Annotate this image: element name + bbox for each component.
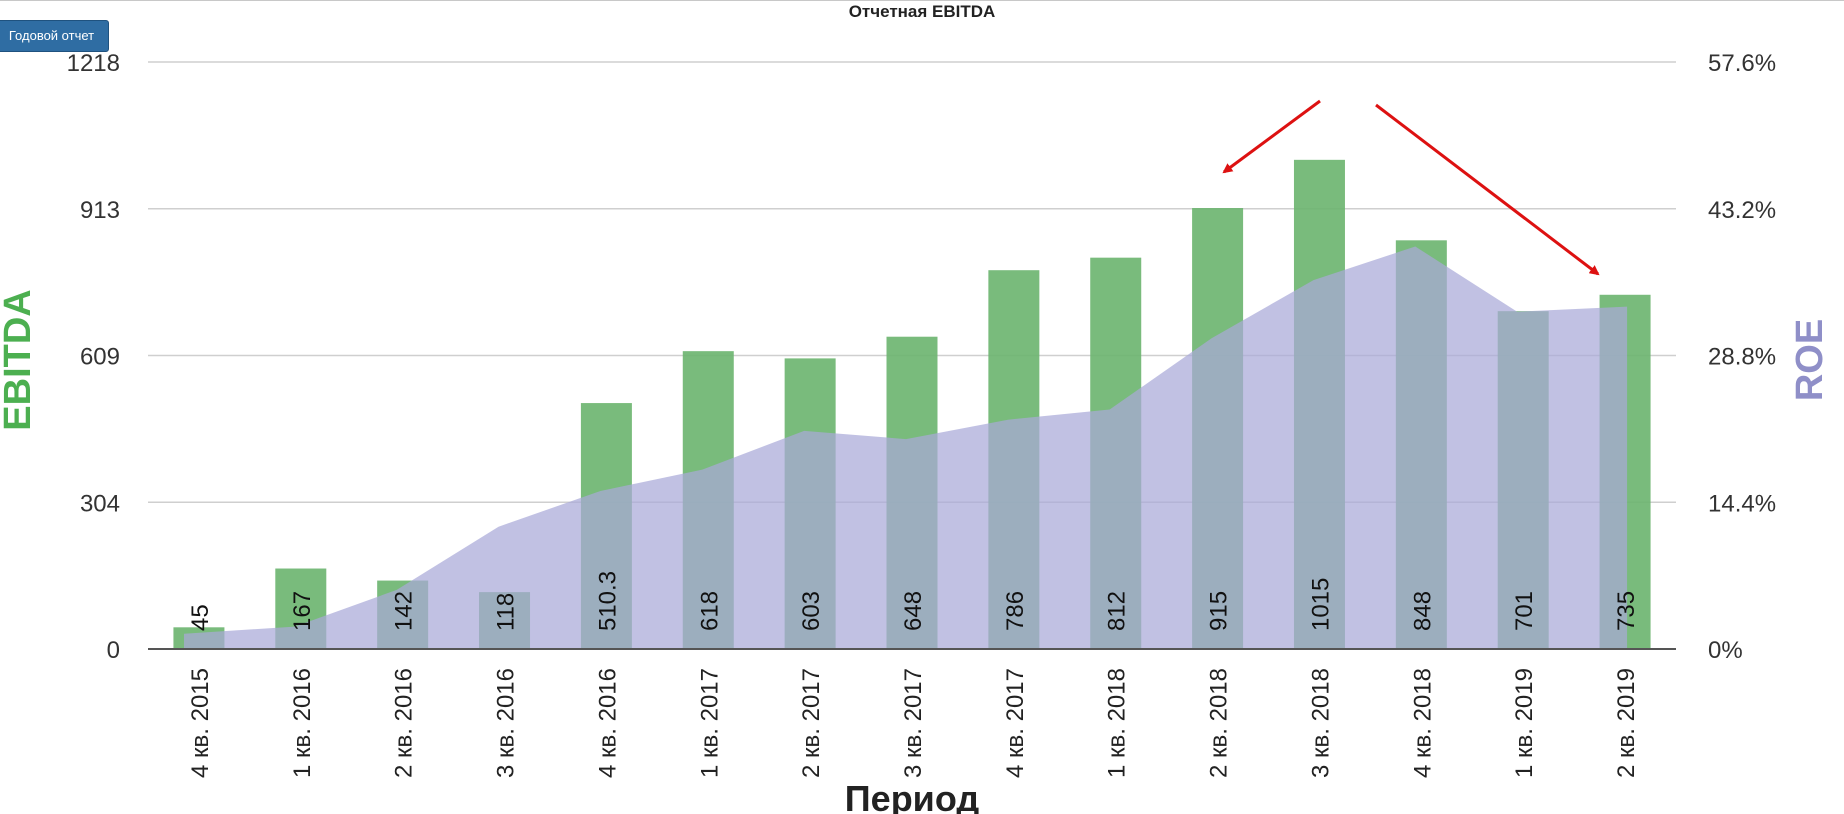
y-tick-label: 609 <box>80 344 120 371</box>
data-label-10: 812 <box>1104 591 1131 631</box>
x-tick-label: 3 кв. 2016 <box>493 668 520 778</box>
y2-tick-label: 57.6% <box>1708 50 1776 77</box>
data-labels: 45 167 142 118 510.3 618 603 648 786 812 915 1015 84… <box>187 571 1640 631</box>
y-axis-label-ebitda: EBITDA <box>0 289 39 430</box>
data-label-11: 915 <box>1206 591 1233 631</box>
red-arrow-left <box>1222 99 1321 174</box>
x-tick-label: 4 кв. 2015 <box>187 668 214 778</box>
data-label-3: 142 <box>391 591 418 631</box>
red-arrow-right <box>1375 103 1600 276</box>
data-label-2: 167 <box>289 591 316 631</box>
y-tick-label: 304 <box>80 490 120 517</box>
top-border <box>0 0 1844 1</box>
y-tick-label: 0 <box>107 637 120 664</box>
data-label-6: 618 <box>696 591 723 631</box>
x-axis-label: Период <box>845 778 980 814</box>
y-tick-label: 1218 <box>67 50 120 77</box>
y2-tick-label: 28.8% <box>1708 344 1776 371</box>
data-label-9: 786 <box>1002 591 1029 631</box>
data-label-4: 118 <box>493 593 520 631</box>
roe-area-path <box>184 246 1628 649</box>
x-tick-label: 4 кв. 2017 <box>1002 668 1029 778</box>
x-tick-label: 4 кв. 2018 <box>1409 668 1436 778</box>
data-label-12: 1015 <box>1307 578 1334 631</box>
data-label-5: 510.3 <box>594 571 621 631</box>
x-tick-label: 1 кв. 2017 <box>696 668 723 778</box>
x-tick-label: 3 кв. 2017 <box>900 668 927 778</box>
data-label-7: 603 <box>798 591 825 631</box>
x-tick-label: 2 кв. 2016 <box>391 668 418 778</box>
x-tick-label: 2 кв. 2017 <box>798 668 825 778</box>
data-label-1: 45 <box>187 604 214 631</box>
axes: 0 0% 304 14.4% 609 28.8% 913 43.2% 1218 57.6% <box>67 50 1776 664</box>
y2-tick-label: 43.2% <box>1708 197 1776 224</box>
x-tick-labels: 4 кв. 2015 1 кв. 2016 2 кв. 2016 3 кв. 2016… <box>187 668 1640 778</box>
data-label-15: 735 <box>1613 591 1640 631</box>
data-label-14: 701 <box>1511 591 1538 631</box>
x-tick-label: 1 кв. 2019 <box>1511 668 1538 778</box>
x-tick-label: 2 кв. 2019 <box>1613 668 1640 778</box>
data-label-13: 848 <box>1409 591 1436 631</box>
y2-tick-label: 14.4% <box>1708 490 1776 517</box>
chart-title: Отчетная EBITDA <box>848 2 996 21</box>
data-label-8: 648 <box>900 591 927 631</box>
x-tick-label: 3 кв. 2018 <box>1307 668 1334 778</box>
y-axis-label-roe: ROE <box>1789 319 1831 401</box>
annual-report-button[interactable]: Годовой отчет <box>0 20 109 52</box>
x-tick-label: 4 кв. 2016 <box>594 668 621 778</box>
y-tick-label: 913 <box>80 197 120 224</box>
y2-tick-label: 0% <box>1708 637 1743 664</box>
x-tick-label: 2 кв. 2018 <box>1206 668 1233 778</box>
x-tick-label: 1 кв. 2016 <box>289 668 316 778</box>
roe-area <box>184 246 1628 649</box>
x-tick-label: 1 кв. 2018 <box>1104 668 1131 778</box>
